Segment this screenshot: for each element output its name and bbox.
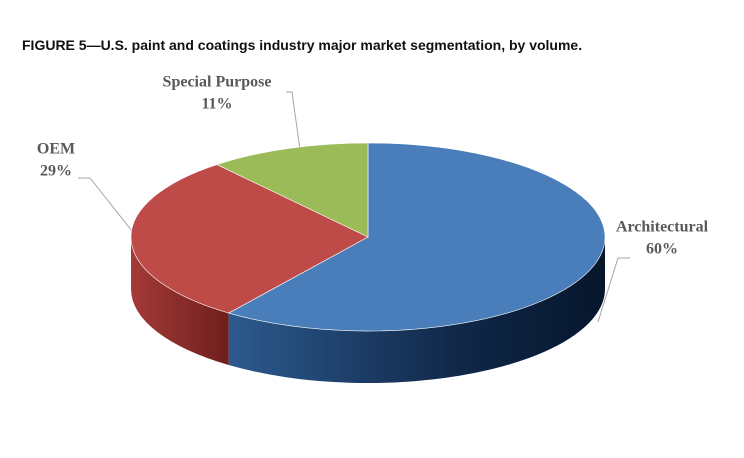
pie-sides <box>131 237 605 384</box>
slice-value-label: 60% <box>646 241 678 258</box>
pie-slice <box>130 164 369 314</box>
slice-label: OEM <box>37 141 75 158</box>
pie-tops <box>130 142 606 332</box>
pie-side <box>131 237 229 366</box>
leader-line <box>78 177 137 237</box>
pie-slice <box>216 142 369 238</box>
slice-value-label: 11% <box>201 96 232 113</box>
leader-line <box>286 91 301 151</box>
pie-slice <box>227 142 606 332</box>
slice-label: Special Purpose <box>163 74 272 91</box>
chart-title: FIGURE 5—U.S. paint and coatings industr… <box>22 37 582 53</box>
leader-line <box>597 257 630 323</box>
slice-value-label: 29% <box>40 163 72 180</box>
slice-label: Architectural <box>616 219 709 236</box>
leader-lines <box>78 91 630 323</box>
pie-side <box>228 237 605 384</box>
